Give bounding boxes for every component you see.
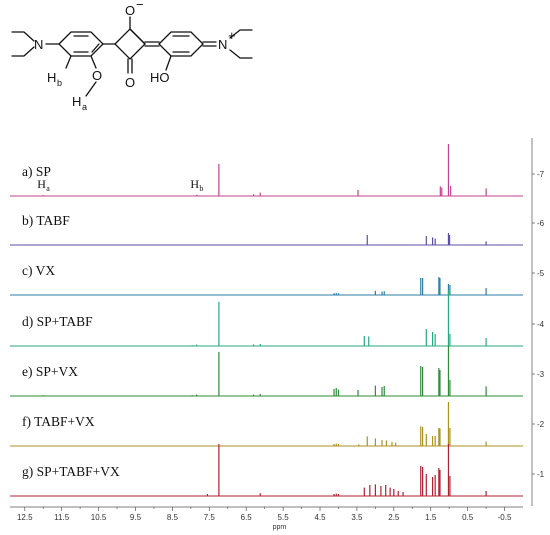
molecule-bonds bbox=[11, 16, 253, 97]
x-tick-label: 10.5 bbox=[91, 513, 107, 522]
trace-label: c) VX bbox=[22, 263, 55, 278]
atom-ha-subscript: a bbox=[82, 102, 87, 112]
x-tick-label: 9.5 bbox=[130, 513, 142, 522]
x-tick-label: 2.5 bbox=[388, 513, 400, 522]
atom-o-minus: O bbox=[125, 3, 135, 18]
x-tick-label: 12.5 bbox=[17, 513, 33, 522]
right-axis: -7 -6 -5 -4 -3 -2 -1 bbox=[531, 138, 545, 506]
trace-6 bbox=[10, 402, 523, 447]
x-tick-label: 6.5 bbox=[241, 513, 253, 522]
right-axis-label: -7 bbox=[537, 170, 545, 179]
x-tick-label: 11.5 bbox=[54, 513, 70, 522]
trace-4 bbox=[10, 290, 523, 347]
trace-labels: a) SP b) TABF c) VX d) SP+TABF e) SP+VX f) TA… bbox=[22, 164, 120, 479]
trace-label: b) TABF bbox=[22, 213, 70, 228]
trace-label: d) SP+TABF bbox=[22, 314, 93, 329]
atom-o-ether: O bbox=[92, 68, 102, 83]
right-axis-label: -2 bbox=[537, 420, 545, 429]
trace-7 bbox=[10, 444, 523, 497]
charge-plus: + bbox=[228, 28, 236, 43]
peak-annotation-subscript: a bbox=[46, 184, 50, 193]
trace-label: e) SP+VX bbox=[22, 364, 78, 379]
right-axis-label: -5 bbox=[537, 269, 545, 278]
spectra-traces bbox=[10, 144, 523, 497]
trace-2 bbox=[10, 233, 523, 246]
atom-ha: H bbox=[72, 94, 81, 109]
trace-label: a) SP bbox=[22, 164, 51, 179]
right-axis-label: -4 bbox=[537, 320, 545, 329]
x-tick-label: 1.5 bbox=[425, 513, 437, 522]
right-axis-label: -6 bbox=[537, 219, 545, 228]
x-tick-label: 4.5 bbox=[314, 513, 326, 522]
trace-label: g) SP+TABF+VX bbox=[22, 464, 120, 479]
x-tick-label: 5.5 bbox=[278, 513, 290, 522]
x-axis-title: ppm bbox=[273, 524, 287, 531]
x-tick-label: 3.5 bbox=[351, 513, 363, 522]
x-tick-label: 7.5 bbox=[204, 513, 216, 522]
x-tick-label: -0.5 bbox=[498, 513, 512, 522]
trace-label: f) TABF+VX bbox=[22, 414, 95, 429]
peak-annotation-hb: H bbox=[190, 177, 199, 191]
trace-1 bbox=[10, 144, 523, 197]
trace-3 bbox=[10, 277, 523, 296]
nmr-spectra-chart: a) SP b) TABF c) VX d) SP+TABF e) SP+VX f) TA… bbox=[10, 138, 545, 531]
peak-annotation-subscript: b bbox=[199, 184, 203, 193]
atom-o-ketone: O bbox=[125, 75, 135, 90]
trace-5 bbox=[10, 346, 523, 397]
atom-n-left: N bbox=[34, 37, 43, 52]
right-axis-label: -1 bbox=[537, 470, 545, 479]
atom-hb-subscript: b bbox=[57, 78, 62, 88]
x-axis: 12.5 11.5 10.5 9.5 8.5 7.5 6.5 5.5 4.5 3.5 2.5 1.5 0… bbox=[10, 506, 523, 531]
charge-minus: − bbox=[136, 0, 144, 12]
peak-annotation-ha: H bbox=[37, 177, 46, 191]
atom-ho: HO bbox=[150, 70, 170, 85]
atom-n-right: N bbox=[218, 37, 227, 52]
right-axis-label: -3 bbox=[537, 370, 545, 379]
squaraine-structure: N O − O O H b H a HO N + bbox=[11, 0, 253, 112]
atom-hb: H bbox=[47, 70, 56, 85]
x-tick-label: 0.5 bbox=[462, 513, 474, 522]
x-tick-label: 8.5 bbox=[167, 513, 179, 522]
